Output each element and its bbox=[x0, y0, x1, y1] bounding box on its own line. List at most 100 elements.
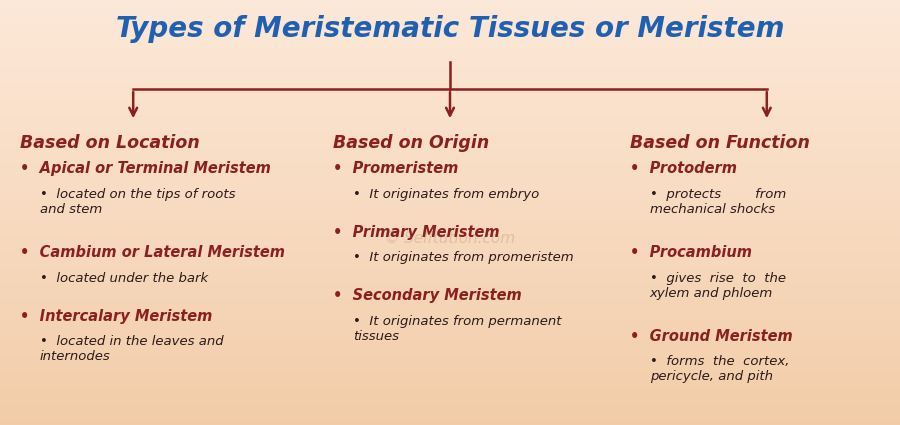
Bar bbox=[0, 8, 900, 11]
Bar bbox=[0, 206, 900, 208]
Bar bbox=[0, 200, 900, 202]
Bar bbox=[0, 278, 900, 280]
Text: •  It originates from promeristem: • It originates from promeristem bbox=[353, 251, 573, 264]
Bar bbox=[0, 293, 900, 295]
Bar bbox=[0, 2, 900, 4]
Bar bbox=[0, 249, 900, 251]
Bar bbox=[0, 198, 900, 200]
Bar bbox=[0, 314, 900, 317]
Bar bbox=[0, 276, 900, 278]
Bar bbox=[0, 232, 900, 234]
Text: •  Ground Meristem: • Ground Meristem bbox=[630, 329, 793, 344]
Text: Based on Origin: Based on Origin bbox=[333, 134, 490, 152]
Bar bbox=[0, 234, 900, 236]
Bar bbox=[0, 327, 900, 329]
Bar bbox=[0, 242, 900, 244]
Bar bbox=[0, 210, 900, 212]
Bar bbox=[0, 181, 900, 183]
Bar bbox=[0, 183, 900, 185]
Bar bbox=[0, 410, 900, 412]
Bar bbox=[0, 387, 900, 389]
Bar bbox=[0, 130, 900, 132]
Bar bbox=[0, 338, 900, 340]
Bar bbox=[0, 287, 900, 289]
Bar bbox=[0, 174, 900, 176]
Bar bbox=[0, 117, 900, 119]
Bar bbox=[0, 240, 900, 242]
Bar bbox=[0, 421, 900, 423]
Bar bbox=[0, 123, 900, 125]
Bar bbox=[0, 40, 900, 42]
Bar bbox=[0, 121, 900, 123]
Bar bbox=[0, 202, 900, 204]
Bar bbox=[0, 178, 900, 181]
Text: •  protects        from
mechanical shocks: • protects from mechanical shocks bbox=[650, 188, 786, 216]
Bar bbox=[0, 23, 900, 26]
Bar bbox=[0, 423, 900, 425]
Bar bbox=[0, 323, 900, 325]
Bar bbox=[0, 170, 900, 172]
Bar bbox=[0, 108, 900, 110]
Bar bbox=[0, 400, 900, 402]
Bar bbox=[0, 283, 900, 285]
Bar bbox=[0, 164, 900, 166]
Bar bbox=[0, 348, 900, 351]
Bar bbox=[0, 382, 900, 385]
Bar bbox=[0, 68, 900, 70]
Bar bbox=[0, 355, 900, 357]
Bar bbox=[0, 378, 900, 380]
Bar bbox=[0, 291, 900, 293]
Bar bbox=[0, 300, 900, 302]
Bar bbox=[0, 310, 900, 312]
Bar bbox=[0, 204, 900, 206]
Bar bbox=[0, 280, 900, 283]
Bar bbox=[0, 295, 900, 298]
Bar bbox=[0, 397, 900, 399]
Bar bbox=[0, 342, 900, 344]
Text: •  Apical or Terminal Meristem: • Apical or Terminal Meristem bbox=[20, 162, 271, 176]
Bar bbox=[0, 351, 900, 353]
Bar bbox=[0, 79, 900, 81]
Text: •  Intercalary Meristem: • Intercalary Meristem bbox=[20, 309, 212, 323]
Bar bbox=[0, 336, 900, 338]
Bar bbox=[0, 162, 900, 164]
Bar bbox=[0, 32, 900, 34]
Bar bbox=[0, 395, 900, 397]
Bar bbox=[0, 408, 900, 410]
Bar bbox=[0, 285, 900, 287]
Bar bbox=[0, 332, 900, 334]
Bar bbox=[0, 215, 900, 217]
Bar bbox=[0, 155, 900, 157]
Text: Types of Meristematic Tissues or Meristem: Types of Meristematic Tissues or Meriste… bbox=[116, 15, 784, 43]
Bar bbox=[0, 406, 900, 408]
Bar bbox=[0, 4, 900, 6]
Bar bbox=[0, 132, 900, 134]
Bar bbox=[0, 212, 900, 215]
Bar bbox=[0, 319, 900, 321]
Bar bbox=[0, 6, 900, 8]
Bar bbox=[0, 304, 900, 306]
Bar bbox=[0, 227, 900, 230]
Text: •  Procambium: • Procambium bbox=[630, 245, 752, 260]
Bar bbox=[0, 268, 900, 270]
Bar bbox=[0, 221, 900, 223]
Bar bbox=[0, 419, 900, 421]
Bar bbox=[0, 376, 900, 378]
Bar bbox=[0, 416, 900, 419]
Bar bbox=[0, 13, 900, 15]
Bar bbox=[0, 187, 900, 189]
Bar bbox=[0, 329, 900, 332]
Text: •  located on the tips of roots
and stem: • located on the tips of roots and stem bbox=[40, 188, 235, 216]
Bar bbox=[0, 53, 900, 55]
Bar bbox=[0, 219, 900, 221]
Bar bbox=[0, 259, 900, 261]
Bar bbox=[0, 166, 900, 168]
Bar bbox=[0, 357, 900, 359]
Text: •  forms  the  cortex,
pericycle, and pith: • forms the cortex, pericycle, and pith bbox=[650, 355, 789, 383]
Bar bbox=[0, 134, 900, 136]
Bar bbox=[0, 47, 900, 49]
Bar bbox=[0, 36, 900, 38]
Bar bbox=[0, 264, 900, 266]
Bar bbox=[0, 28, 900, 30]
Bar bbox=[0, 312, 900, 314]
